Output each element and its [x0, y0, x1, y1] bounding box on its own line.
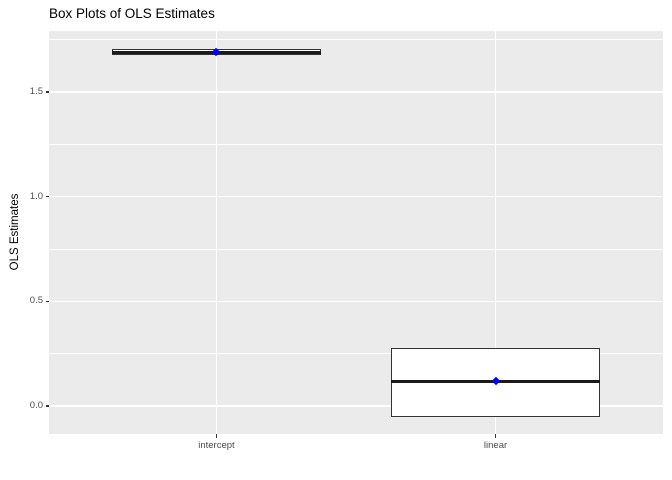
- y-axis-title: OLS Estimates: [9, 193, 21, 271]
- gridline-major: [49, 405, 663, 407]
- y-axis-tick: [45, 195, 49, 198]
- gridline-major: [49, 300, 663, 303]
- gridline-minor: [49, 353, 663, 355]
- x-axis-tick: [215, 434, 218, 438]
- chart-title: Box Plots of OLS Estimates: [49, 6, 215, 21]
- y-axis-tick: [45, 300, 49, 303]
- y-axis-tick: [45, 91, 49, 93]
- gridline-vertical: [215, 31, 218, 434]
- y-tick-label: 0.0: [29, 399, 43, 411]
- gridline-vertical: [494, 31, 497, 434]
- y-tick-label: 0.5: [29, 295, 43, 307]
- y-axis-tick: [45, 405, 49, 407]
- x-tick-label: intercept: [198, 440, 235, 451]
- x-axis-tick: [494, 434, 497, 438]
- y-tick-label: 1.0: [29, 190, 43, 202]
- gridline-minor: [49, 143, 663, 145]
- plot-panel: [49, 31, 663, 434]
- gridline-minor: [49, 39, 663, 41]
- x-tick-label: linear: [483, 440, 508, 451]
- gridline-minor: [49, 248, 663, 250]
- y-tick-label: 1.5: [29, 86, 43, 98]
- gridline-major: [49, 195, 663, 198]
- gridline-major: [49, 91, 663, 93]
